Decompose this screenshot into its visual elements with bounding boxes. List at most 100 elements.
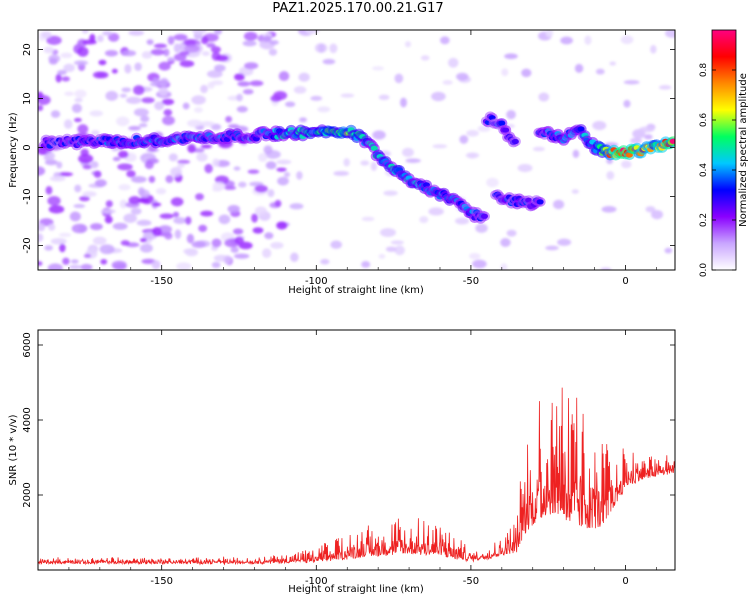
noise-blob [592, 120, 607, 131]
ridge-cell [669, 138, 675, 144]
noise-blob [198, 224, 208, 233]
spectrogram-noise [38, 30, 675, 270]
noise-blob [630, 137, 642, 144]
ridge-cell [577, 126, 585, 132]
noise-blob [517, 163, 533, 173]
noise-blob [177, 159, 191, 164]
noise-blob [465, 152, 480, 159]
noise-blob [506, 229, 517, 237]
noise-blob [151, 260, 161, 270]
noise-blob [113, 263, 127, 270]
noise-blob [55, 73, 62, 83]
noise-blob [390, 240, 404, 245]
noise-blob [330, 240, 342, 249]
noise-blob [126, 170, 136, 178]
noise-blob [158, 61, 171, 71]
noise-blob [74, 97, 83, 103]
noise-blob [273, 90, 288, 101]
noise-blob [623, 80, 640, 85]
noise-blob [100, 209, 116, 214]
noise-blob [651, 209, 664, 220]
noise-blob [290, 252, 299, 263]
noise-blob [262, 248, 272, 259]
noise-blob [128, 30, 145, 36]
noise-blob [298, 72, 310, 82]
noise-blob [206, 70, 223, 78]
colorbar-tick-label: 0.8 [699, 63, 709, 78]
noise-blob [606, 171, 615, 180]
noise-blob [196, 152, 208, 162]
noise-blob [82, 191, 97, 197]
noise-blob [99, 244, 115, 255]
noise-blob [521, 68, 532, 78]
noise-blob [486, 177, 499, 188]
noise-blob [68, 264, 82, 270]
noise-blob [38, 223, 46, 232]
x-tick-label: -50 [463, 576, 479, 587]
noise-blob [124, 63, 132, 74]
noise-blob [94, 179, 107, 187]
noise-blob [572, 149, 580, 158]
x-tick-label: -150 [150, 576, 173, 587]
noise-blob [50, 238, 67, 245]
x-tick-label: -50 [463, 276, 479, 287]
noise-blob [89, 110, 104, 117]
noise-blob [119, 199, 128, 209]
noise-blob [164, 232, 173, 240]
noise-blob [584, 35, 592, 45]
colorbar-gradient [711, 29, 737, 271]
noise-blob [211, 80, 224, 86]
noise-blob [170, 197, 184, 207]
noise-blob [340, 93, 355, 98]
noise-blob [440, 36, 450, 45]
noise-blob [199, 121, 215, 127]
noise-blob [285, 101, 296, 108]
noise-blob [57, 69, 67, 76]
lower-branch [490, 189, 546, 212]
noise-blob [41, 31, 52, 39]
noise-blob [201, 51, 210, 56]
noise-blob [500, 238, 511, 247]
noise-blob [117, 163, 133, 171]
noise-blob [600, 267, 612, 270]
y-tick-label: 2000 [22, 482, 33, 507]
noise-blob [133, 108, 149, 117]
noise-blob [93, 170, 102, 178]
noise-blob [378, 254, 386, 259]
spectrogram-y-ticks: -20 -10 0 10 20 [22, 43, 675, 254]
noise-blob [172, 211, 180, 218]
noise-blob [214, 64, 226, 72]
noise-blob [173, 34, 188, 41]
noise-blob [211, 261, 221, 269]
colorbar-tick-label: 0.2 [699, 213, 709, 227]
noise-blob [456, 72, 469, 81]
noise-blob [45, 185, 53, 195]
noise-blob [159, 213, 174, 219]
noise-blob [263, 145, 273, 155]
noise-blob [59, 243, 66, 253]
noise-blob [137, 187, 145, 196]
noise-blob [532, 146, 545, 152]
noise-blob [553, 199, 565, 210]
noise-blob [545, 245, 559, 251]
noise-blob [158, 86, 169, 97]
noise-blob [140, 237, 147, 243]
noise-blob [78, 153, 94, 164]
noise-blob [60, 52, 73, 59]
y-tick-label: 6000 [22, 332, 33, 357]
noise-blob [167, 57, 175, 62]
noise-blob [361, 216, 375, 222]
noise-blob [46, 35, 62, 45]
noise-blob [204, 163, 213, 174]
noise-blob [170, 166, 182, 177]
noise-blob [206, 42, 216, 48]
noise-blob [179, 60, 195, 68]
noise-blob [116, 116, 130, 127]
noise-blob [244, 62, 259, 70]
noise-blob [276, 167, 287, 172]
noise-blob [38, 105, 44, 111]
noise-blob [247, 169, 260, 174]
noise-blob [504, 53, 518, 60]
noise-blob [320, 258, 330, 265]
noise-blob [153, 43, 168, 49]
